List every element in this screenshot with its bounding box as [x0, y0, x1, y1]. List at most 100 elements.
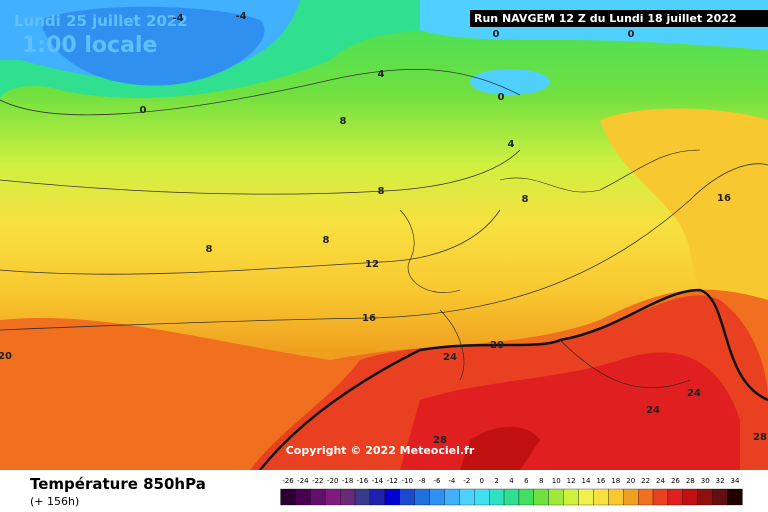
- legend-label: 14: [582, 477, 591, 485]
- field: [40, 6, 265, 86]
- legend-label: 16: [596, 477, 605, 485]
- legend-label: -24: [297, 477, 309, 485]
- legend-swatch: [295, 488, 311, 506]
- legend-swatch: [608, 488, 624, 506]
- legend-swatch: [727, 488, 743, 506]
- legend-label: 0: [479, 477, 483, 485]
- legend-swatch: [310, 488, 326, 506]
- legend-label: 10: [552, 477, 561, 485]
- contour-label: 20: [490, 340, 504, 351]
- footer-title: Température 850hPa: [30, 475, 206, 493]
- footer-lead: (+ 156h): [30, 495, 79, 508]
- contour-label: 28: [433, 435, 447, 446]
- legend-swatch: [638, 488, 654, 506]
- legend-label: -26: [282, 477, 294, 485]
- legend-label: -10: [401, 477, 412, 485]
- map-date: Lundi 25 juillet 2022: [14, 12, 188, 30]
- contour-label: 24: [443, 352, 457, 363]
- contour-label: 28: [753, 432, 767, 443]
- coastline: [399, 149, 701, 389]
- legend-label: -22: [312, 477, 323, 485]
- contour-label: 20: [0, 351, 12, 362]
- map-time: 1:00 locale: [22, 33, 157, 58]
- legend-label: 22: [641, 477, 650, 485]
- legend-label: -18: [342, 477, 353, 485]
- legend-label: 28: [686, 477, 695, 485]
- field: [600, 108, 768, 346]
- contour-label: 24: [687, 388, 701, 399]
- legend-label: -20: [327, 477, 338, 485]
- legend-swatch: [563, 488, 579, 506]
- legend-label: 26: [671, 477, 680, 485]
- isotherm-20: [259, 288, 768, 471]
- isotherm: [0, 163, 768, 331]
- legend-swatch: [474, 488, 490, 506]
- field: [470, 69, 550, 95]
- contour-label: 24: [646, 405, 660, 416]
- contour-label: 8: [206, 244, 213, 255]
- contour-label: 8: [378, 186, 385, 197]
- legend-swatch: [399, 488, 415, 506]
- legend-swatch: [623, 488, 639, 506]
- legend-label: 20: [626, 477, 635, 485]
- legend-swatch: [697, 488, 713, 506]
- legend-swatch: [339, 488, 356, 506]
- legend-swatch: [429, 488, 445, 506]
- legend-label: 4: [509, 477, 514, 485]
- legend-swatch: [682, 488, 698, 506]
- legend-label: 32: [716, 477, 725, 485]
- run-box: [470, 10, 768, 27]
- contour-label: 0: [140, 105, 147, 116]
- legend-swatch: [444, 488, 460, 506]
- legend-swatch: [325, 488, 341, 506]
- field: [460, 426, 540, 470]
- legend-swatch: [503, 488, 520, 506]
- legend-label: -8: [419, 477, 426, 485]
- contour-label: 4: [378, 69, 385, 80]
- legend-swatch: [518, 488, 535, 506]
- map: [0, 0, 768, 471]
- legend-label: 2: [494, 477, 498, 485]
- contour-label: 8: [323, 235, 330, 246]
- contour-label: 0: [628, 29, 635, 40]
- legend-swatch: [652, 488, 669, 506]
- legend-label: -4: [448, 477, 456, 485]
- legend-swatch: [593, 488, 609, 506]
- legend-swatch: [488, 488, 505, 506]
- contour-label: 8: [522, 194, 529, 205]
- legend-swatch: [384, 488, 400, 506]
- legend-label: -2: [463, 477, 470, 485]
- legend-swatch: [459, 488, 475, 506]
- contour-label: 0: [498, 92, 505, 103]
- contour-label: 16: [717, 193, 731, 204]
- legend-label: -12: [387, 477, 398, 485]
- run-info: Run NAVGEM 12 Z du Lundi 18 juillet 2022: [474, 12, 737, 25]
- contour-label: 16: [362, 313, 376, 324]
- legend-label: -6: [434, 477, 442, 485]
- legend-swatch: [414, 488, 430, 506]
- legend-label: 34: [731, 477, 740, 485]
- legend-swatch: [280, 488, 296, 506]
- legend-label: 6: [524, 477, 529, 485]
- legend-swatch: [548, 488, 564, 506]
- legend-swatch: [354, 488, 371, 506]
- legend-label: -16: [357, 477, 369, 485]
- contour-label: 12: [365, 259, 379, 270]
- contour-label: 0: [493, 29, 500, 40]
- legend-label: -14: [372, 477, 384, 485]
- copyright: Copyright © 2022 Meteociel.fr: [286, 444, 475, 457]
- legend-label: 18: [611, 477, 620, 485]
- isotherm: [0, 149, 521, 195]
- legend-label: 24: [656, 477, 665, 485]
- legend-label: 30: [701, 477, 710, 485]
- legend-label: 12: [567, 477, 576, 485]
- legend-swatch: [533, 488, 549, 506]
- legend-swatch: [712, 488, 728, 506]
- isotherm: [0, 209, 501, 275]
- contour-label: 4: [508, 139, 515, 150]
- legend-swatch: [578, 488, 594, 506]
- legend-swatch: [667, 488, 684, 506]
- legend-swatch: [369, 488, 386, 506]
- contour-label: -4: [172, 13, 183, 24]
